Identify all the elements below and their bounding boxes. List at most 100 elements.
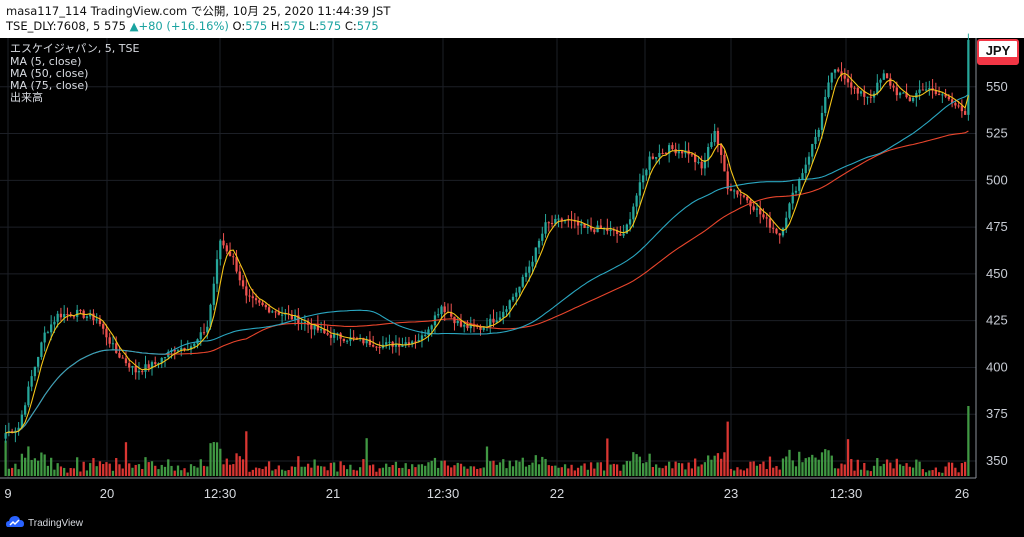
candle-body-146	[479, 326, 482, 330]
candle-body-82	[271, 311, 274, 313]
candle-body-197	[645, 169, 648, 176]
candle-body-126	[414, 341, 417, 343]
candle-body-33	[111, 343, 115, 345]
candle-body-178	[583, 223, 586, 228]
volume-bar-70	[232, 464, 235, 476]
volume-bar-79	[261, 469, 264, 476]
candle-body-48	[160, 357, 163, 364]
candle-body-102	[336, 333, 339, 335]
volume-bar-242	[791, 460, 794, 476]
volume-bar-258	[843, 464, 846, 476]
volume-bar-163	[534, 455, 537, 476]
candle-body-225	[736, 190, 739, 195]
time-tick-4: 12:30	[427, 486, 460, 501]
volume-bar-26	[89, 463, 92, 476]
candle-body-122	[401, 344, 404, 347]
volume-bar-166	[544, 458, 547, 476]
volume-bar-157	[515, 460, 518, 476]
candle-body-240	[785, 217, 788, 229]
candle-body-256	[837, 69, 840, 72]
volume-bar-244	[798, 451, 801, 476]
candle-body-266	[869, 96, 872, 98]
candle-body-53	[176, 350, 180, 352]
volume-bar-74	[245, 431, 248, 476]
candle-body-89	[293, 315, 297, 320]
candle-body-86	[284, 313, 287, 315]
volume-bar-143	[469, 466, 472, 476]
volume-bar-289	[944, 466, 947, 476]
candle-body-22	[76, 309, 79, 317]
volume-bar-108	[355, 470, 359, 476]
volume-bar-86	[284, 470, 287, 476]
volume-bar-141	[463, 466, 466, 476]
candle-body-218	[713, 130, 716, 143]
volume-bar-49	[163, 466, 167, 476]
candle-body-149	[489, 318, 492, 327]
candle-body-99	[326, 333, 329, 335]
h-value: 575	[283, 19, 305, 33]
legend-ma75[interactable]: MA (75, close)	[10, 79, 88, 92]
time-axis[interactable]: 9 20 12:30 21 12:30 22 23 12:30 26	[4, 486, 969, 501]
candle-body-142	[466, 324, 469, 329]
candle-body-69	[228, 251, 232, 257]
volume-bar-124	[407, 469, 411, 476]
candle-body-154	[505, 309, 508, 312]
volume-bar-171	[560, 467, 563, 476]
candle-body-7	[27, 386, 30, 406]
candle-body-280	[915, 92, 918, 98]
candle-body-137	[450, 312, 453, 317]
candle-body-208	[681, 151, 684, 154]
volume-bar-270	[882, 463, 885, 476]
volume-bar-7	[27, 446, 30, 476]
candle-body-231	[755, 208, 759, 210]
candle-body-117	[385, 342, 388, 345]
volume-bar-223	[729, 468, 733, 476]
volume-bar-276	[902, 465, 905, 476]
volume-bar-83	[274, 469, 277, 476]
candle-body-43	[144, 364, 147, 372]
volume-bar-261	[853, 470, 856, 476]
candle-body-217	[710, 142, 713, 147]
candle-body-198	[648, 156, 651, 170]
candle-body-61	[202, 332, 206, 334]
candle-body-224	[733, 190, 736, 192]
time-tick-2: 12:30	[204, 486, 237, 501]
volume-bar-51	[170, 465, 173, 476]
candle-body-278	[908, 97, 911, 102]
volume-bar-76	[251, 469, 254, 476]
candle-body-235	[768, 218, 772, 228]
volume-bar-287	[937, 472, 941, 476]
candle-body-62	[206, 326, 209, 333]
candle-body-223	[729, 189, 733, 191]
candle-body-273	[892, 85, 895, 88]
volume-bar-252	[824, 449, 827, 476]
candle-body-204	[668, 145, 671, 154]
candle-body-246	[804, 164, 807, 174]
volume-bar-213	[697, 466, 700, 476]
legend-ma5[interactable]: MA (5, close)	[10, 55, 81, 68]
candle-body-230	[752, 206, 755, 210]
candle-body-40	[134, 366, 137, 373]
legend-ma50[interactable]: MA (50, close)	[10, 67, 88, 80]
volume-bar-187	[612, 463, 615, 476]
candle-body-100	[329, 334, 333, 338]
volume-bar-246	[804, 458, 807, 476]
currency-badge[interactable]: JPY	[977, 39, 1019, 65]
legend-volume[interactable]: 出来高	[10, 90, 43, 104]
volume-bar-221	[723, 452, 726, 476]
candle-body-232	[759, 208, 762, 215]
volume-bar-179	[586, 469, 589, 476]
candle-body-60	[199, 332, 202, 340]
c-label: C:	[341, 19, 357, 33]
volume-bar-145	[476, 468, 479, 476]
volume-bar-161	[528, 464, 531, 476]
candle-body-275	[898, 92, 902, 96]
volume-bar-116	[381, 467, 385, 476]
volume-bar-185	[606, 438, 609, 476]
candle-body-123	[404, 342, 407, 345]
volume-bar-59	[196, 467, 199, 476]
volume-bar-226	[739, 469, 742, 476]
price-axis[interactable]: 350 375 400 425 450 475 500 525 550	[986, 79, 1008, 468]
volume-bar-38	[128, 463, 131, 476]
time-tick-5: 22	[550, 486, 564, 501]
